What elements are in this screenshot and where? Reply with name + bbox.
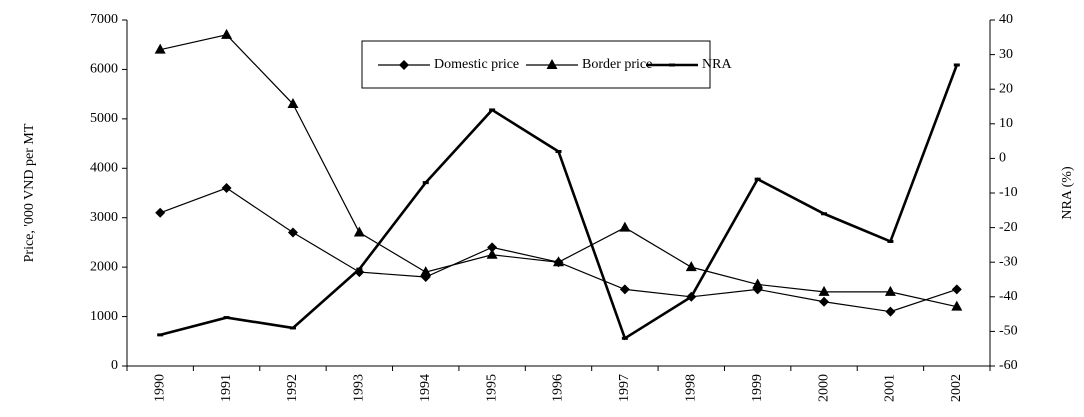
y-axis-title: Price, '000 VND per MT [22,123,37,262]
x-tick-label: 2000 [816,374,831,402]
marker [353,226,365,237]
marker [399,60,409,70]
x-tick-label: 1996 [551,374,566,402]
series-line [159,187,957,313]
marker [669,63,675,67]
marker [619,221,631,232]
legend-label: Domestic price [434,57,519,72]
marker [553,256,564,267]
marker [157,333,164,337]
marker [489,108,496,112]
y-tick-label: 7000 [90,12,118,27]
marker [884,285,896,296]
marker [155,207,166,218]
y-tick-label: 5000 [90,111,118,126]
marker [953,63,960,67]
x-tick-label: 1999 [750,374,765,402]
x-tick-label: 1993 [352,374,367,402]
marker [420,266,432,277]
series-line [159,64,959,341]
y-tick-label: 2000 [90,259,118,274]
y-tick-label: 6000 [90,62,118,77]
x-tick-label: 1992 [285,374,300,402]
x-tick-label: 1995 [484,374,499,402]
y2-tick-label: -50 [999,324,1018,339]
marker [887,239,894,243]
legend-label: NRA [702,57,732,72]
marker [685,261,697,272]
y2-tick-label: -60 [999,358,1018,373]
y2-tick-label: -10 [999,185,1018,200]
y-tick-label: 1000 [90,309,118,324]
y-tick-label: 0 [111,358,118,373]
x-tick-label: 1997 [617,374,632,402]
marker [221,183,232,194]
marker [486,248,498,259]
y2-tick-label: 20 [999,81,1013,96]
marker [951,300,963,311]
marker [356,267,363,271]
y2-tick-label: 0 [999,151,1006,166]
marker [487,242,498,253]
marker [951,284,962,295]
y2-tick-label: -30 [999,254,1018,269]
marker [555,149,562,153]
marker [819,296,830,307]
marker [287,227,298,238]
marker [619,284,630,295]
marker [221,28,233,39]
y2-tick-label: 30 [999,47,1013,62]
marker [818,285,830,296]
x-tick-label: 1998 [683,374,698,402]
x-tick-label: 2001 [883,374,898,402]
marker [885,306,896,317]
marker [287,98,299,109]
y2-tick-label: 40 [999,12,1013,27]
marker [688,295,695,299]
x-tick-label: 1991 [219,374,234,402]
y2-tick-label: -40 [999,289,1018,304]
marker [754,177,761,181]
y-tick-label: 4000 [90,161,118,176]
marker [154,43,166,54]
x-tick-label: 2002 [949,374,964,402]
marker [223,316,230,320]
y-tick-label: 3000 [90,210,118,225]
y2-tick-label: 10 [999,116,1013,131]
y2-tick-label: -20 [999,220,1018,235]
marker [546,59,558,69]
marker [289,326,296,330]
marker [422,181,429,185]
y2-axis-title: NRA (%) [1060,166,1075,220]
marker [621,336,628,340]
marker [752,278,764,289]
legend-label: Border price [582,57,652,72]
x-tick-label: 1994 [418,374,433,402]
x-tick-label: 1990 [152,374,167,402]
marker [821,212,828,216]
